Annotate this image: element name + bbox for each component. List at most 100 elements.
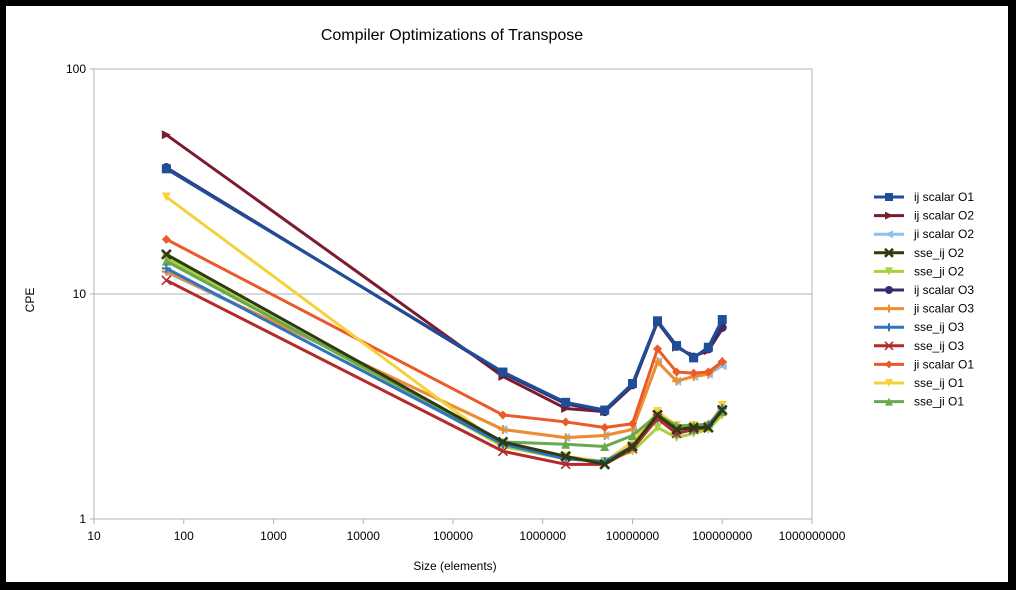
data-point — [561, 417, 571, 427]
legend-label: sse_ij O3 — [914, 320, 964, 334]
legend-item: ji scalar O1 — [874, 357, 974, 371]
data-point — [653, 316, 663, 326]
x-tick-label: 10000000 — [606, 529, 660, 543]
series-line — [165, 259, 724, 449]
series-line — [165, 237, 724, 430]
data-point — [627, 443, 638, 454]
legend-label: sse_ji O2 — [914, 264, 964, 278]
series-10 — [161, 192, 727, 467]
data-point — [161, 234, 171, 244]
chart-frame: Compiler Optimizations of Transpose 10 10… — [6, 6, 1008, 582]
data-point — [884, 341, 894, 351]
series-3 — [160, 248, 728, 470]
legend-item: sse_ij O2 — [874, 246, 964, 260]
y-axis-label: CPE — [23, 288, 37, 313]
chart: Compiler Optimizations of Transpose 10 10… — [23, 27, 974, 573]
data-point — [561, 439, 571, 449]
legend-item: ij scalar O2 — [874, 209, 974, 223]
data-point — [671, 424, 683, 435]
data-point — [689, 353, 699, 363]
legend-label: ji scalar O3 — [913, 302, 974, 316]
series-line — [165, 167, 724, 412]
series-9 — [161, 234, 727, 433]
data-point — [885, 379, 893, 387]
x-tick-label: 100000000 — [692, 529, 752, 543]
data-point — [161, 256, 171, 266]
x-tick-label: 1000000 — [519, 529, 566, 543]
x-tick-label: 10000 — [347, 529, 381, 543]
legend-label: ij scalar O1 — [914, 190, 974, 204]
data-point — [600, 442, 610, 452]
legend: ij scalar O1 ij scalar O2 ji scalar O2 sse_… — [874, 190, 974, 409]
data-point — [498, 424, 508, 434]
series-0 — [161, 164, 727, 415]
x-tick-label: 100 — [174, 529, 194, 543]
data-point — [498, 367, 508, 377]
data-point — [702, 422, 714, 433]
data-point — [885, 286, 893, 294]
series-line — [165, 166, 724, 414]
data-point — [885, 323, 893, 332]
data-point — [716, 404, 728, 416]
series-line — [165, 253, 724, 466]
data-point — [885, 397, 893, 406]
y-tick-labels: 1 10 100 — [66, 62, 86, 526]
legend-item: ji scalar O2 — [874, 227, 974, 241]
legend-item: sse_ji O2 — [874, 264, 964, 278]
legend-item: ji scalar O3 — [874, 302, 974, 316]
data-point — [627, 441, 638, 452]
series-6 — [161, 266, 727, 443]
data-point — [628, 379, 637, 389]
legend-label: sse_ji O1 — [914, 395, 964, 409]
data-point — [653, 423, 663, 433]
y-tick-label: 10 — [73, 287, 87, 301]
data-point — [885, 193, 893, 201]
legend-item: sse_ij O3 — [874, 339, 964, 353]
legend-label: sse_ij O1 — [914, 376, 964, 390]
x-axis-label: Size (elements) — [413, 559, 496, 573]
data-point — [600, 423, 610, 433]
data-point — [600, 431, 610, 441]
x-tick-labels: 10 100 1000 10000 100000 1000000 10000000 10000… — [87, 529, 845, 543]
data-point — [885, 267, 893, 276]
data-point — [885, 360, 893, 369]
data-point — [689, 368, 699, 378]
data-point — [161, 164, 171, 174]
series-line — [165, 270, 724, 440]
data-point — [884, 247, 894, 258]
y-tick-label: 100 — [66, 62, 86, 76]
legend-label: sse_ij O2 — [914, 246, 964, 260]
legend-label: ji scalar O2 — [913, 227, 974, 241]
data-point — [672, 367, 682, 377]
series-layer — [160, 130, 728, 470]
legend-label: ji scalar O1 — [913, 357, 974, 371]
series-1 — [161, 130, 727, 417]
data-point — [599, 458, 611, 470]
axes — [90, 68, 813, 524]
gridlines — [94, 68, 812, 520]
data-point — [885, 304, 893, 313]
data-point — [560, 459, 571, 470]
legend-item: sse_ji O1 — [874, 395, 964, 409]
data-point — [161, 192, 171, 202]
data-point — [717, 315, 727, 325]
data-point — [672, 341, 682, 351]
data-point — [160, 248, 172, 260]
legend-item: ij scalar O1 — [874, 190, 974, 204]
data-point — [672, 376, 682, 386]
legend-item: sse_ij O1 — [874, 376, 964, 390]
chart-title: Compiler Optimizations of Transpose — [321, 27, 583, 44]
data-point — [560, 450, 572, 462]
data-point — [653, 344, 663, 354]
x-tick-label: 1000 — [260, 529, 287, 543]
x-tick-label: 1000000000 — [779, 529, 846, 543]
data-point — [688, 422, 700, 433]
series-5 — [161, 162, 727, 417]
data-point — [703, 342, 713, 352]
data-point — [161, 130, 171, 140]
legend-label: sse_ij O3 — [914, 339, 964, 353]
y-tick-label: 1 — [79, 512, 86, 526]
data-point — [628, 419, 637, 429]
data-point — [161, 263, 171, 273]
data-point — [600, 405, 610, 415]
